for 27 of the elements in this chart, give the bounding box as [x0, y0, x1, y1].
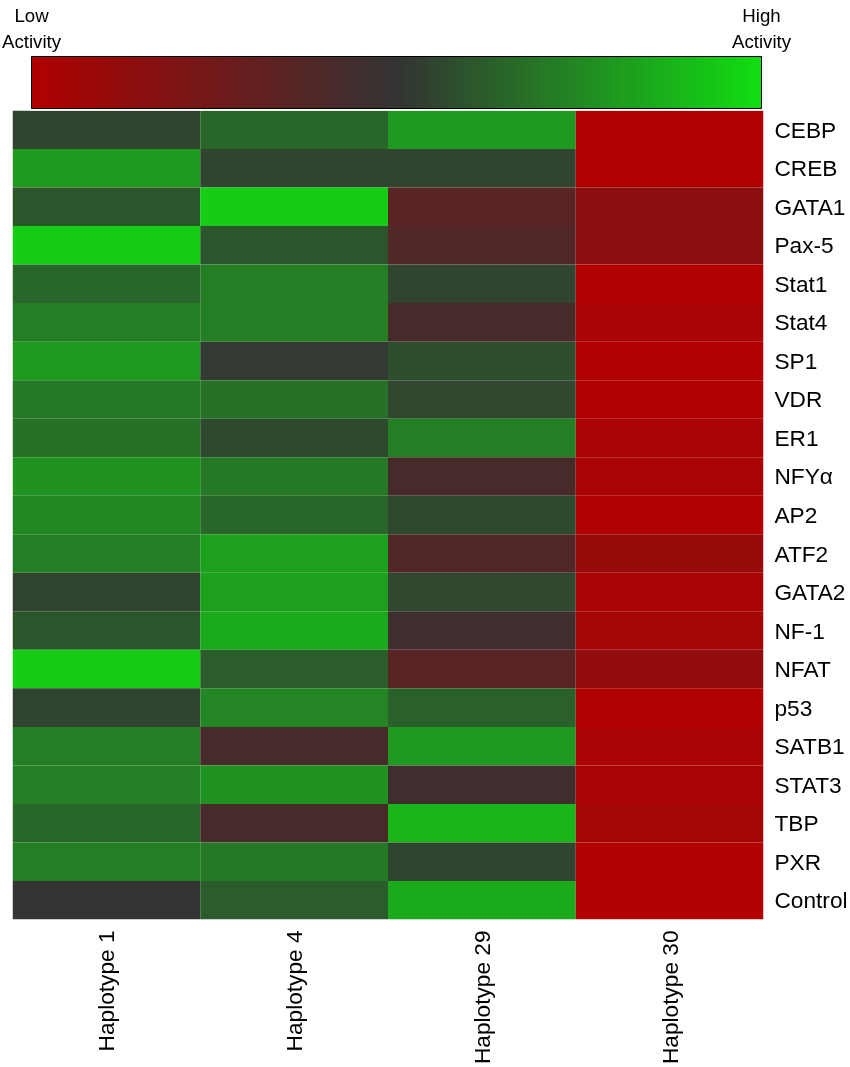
x-tick-label: Haplotype 4: [281, 930, 308, 1052]
y-tick-label: NFYα: [774, 463, 833, 490]
y-tick-label: CEBP: [774, 116, 837, 143]
y-tick-label: STAT3: [774, 771, 842, 798]
y-tick-label: VDR: [774, 386, 823, 413]
y-tick-label: GATA2: [774, 579, 846, 606]
x-tick-label: Haplotype 29: [468, 930, 495, 1065]
y-tick-label: Control: [774, 887, 848, 914]
y-tick-label: SP1: [774, 347, 818, 374]
y-tick-label: NF-1: [774, 617, 825, 644]
y-tick-label: Pax-5: [774, 232, 834, 259]
y-tick-label: Stat4: [774, 309, 828, 336]
y-tick-label: TBP: [774, 810, 819, 837]
y-tick-label: Stat1: [774, 270, 828, 297]
y-tick-label: SATB1: [774, 733, 845, 760]
x-tick-label: Haplotype 1: [93, 930, 120, 1052]
y-tick-label: ATF2: [774, 540, 829, 567]
y-tick-label: GATA1: [774, 193, 846, 220]
y-tick-label: CREB: [774, 155, 838, 182]
y-tick-label: AP2: [774, 502, 818, 528]
y-tick-label: NFAT: [774, 656, 831, 683]
y-tick-label: p53: [774, 694, 813, 721]
y-tick-label: ER1: [774, 424, 819, 451]
color-bar-label: High Activity: [731, 5, 792, 52]
color-bar-label: Low Activity: [1, 5, 62, 52]
x-tick-label: Haplotype 30: [656, 930, 683, 1065]
y-tick-label: PXR: [774, 848, 822, 875]
